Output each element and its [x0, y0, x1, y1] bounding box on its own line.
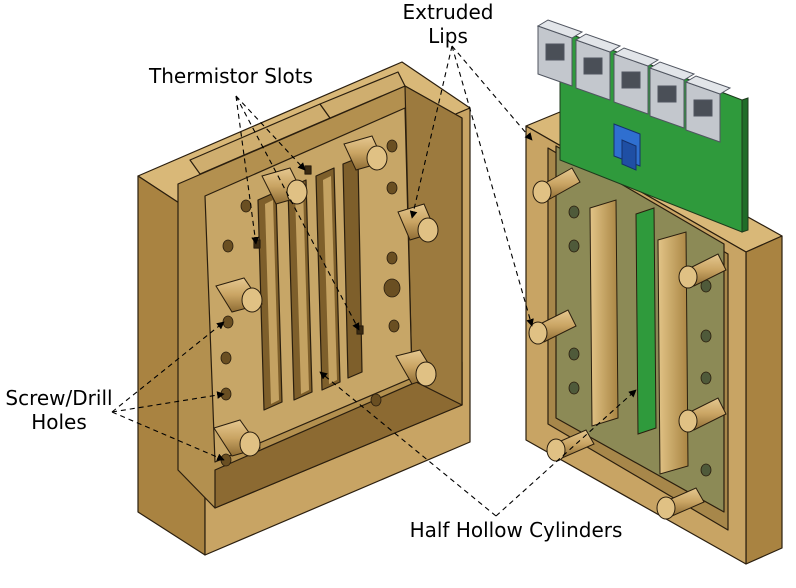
label-half-hollow-cylinders: Half Hollow Cylinders	[409, 518, 623, 542]
screw-hole-icon	[240, 199, 252, 213]
right-housing-side-face	[745, 235, 783, 565]
half-cylinder-bar-2	[635, 207, 657, 435]
label-extruded-lips: Extruded Lips	[388, 0, 508, 48]
screw-hole-icon	[568, 381, 580, 395]
pin-cylinder-icon	[678, 397, 727, 433]
jumper-block	[613, 123, 641, 171]
screw-hole-icon	[568, 347, 580, 361]
screw-hole-icon	[383, 278, 401, 298]
thermistor-slot-2	[304, 165, 312, 175]
screw-hole-icon	[568, 239, 580, 253]
rj45-connectors	[536, 19, 732, 143]
leader-screw-1	[111, 321, 225, 413]
screw-hole-icon	[568, 205, 580, 219]
right-screw-holes	[568, 205, 712, 477]
leader-screw-2	[111, 391, 225, 413]
label-screw-drill-holes-line2: Holes	[31, 410, 87, 434]
pin-cylinder-icon	[528, 309, 577, 345]
leader-half-cyl-1	[319, 371, 497, 517]
screw-hole-icon	[700, 329, 712, 343]
rj45-connector-icon	[536, 19, 584, 87]
pin-cylinder-icon	[656, 487, 705, 520]
left-top-lip-2	[319, 71, 406, 119]
leader-thermistor-2	[235, 95, 306, 171]
leader-screw-3	[111, 411, 225, 461]
screw-hole-icon	[388, 319, 400, 333]
half-cylinder-bar-1	[589, 199, 619, 427]
pin-cylinder-icon	[678, 253, 727, 289]
leader-extruded-lips-2	[451, 45, 533, 141]
leader-half-cyl-2	[495, 389, 637, 517]
leader-thermistor-3	[235, 95, 360, 331]
screw-hole-icon	[370, 393, 382, 407]
screw-hole-icon	[700, 463, 712, 477]
rj45-connector-icon	[574, 33, 622, 101]
pin-cylinder-icon	[213, 419, 261, 457]
right-pins	[528, 167, 727, 520]
right-half-cylinders	[589, 199, 689, 475]
pin-cylinder-icon	[395, 349, 437, 387]
label-screw-drill-holes-line1: Screw/Drill	[5, 386, 113, 410]
leader-extruded-lips-3	[451, 45, 534, 327]
pin-cylinder-icon	[532, 167, 581, 204]
pin-cylinder-icon	[215, 277, 263, 313]
leader-extruded-lips-1	[409, 45, 453, 219]
pin-cylinder-icon	[343, 135, 388, 171]
screw-hole-icon	[222, 239, 234, 253]
half-cylinder-bar-3	[657, 231, 689, 475]
label-thermistor-slots: Thermistor Slots	[149, 64, 313, 88]
left-pins	[213, 135, 439, 457]
thermistor-slot-1	[253, 239, 261, 249]
rj45-connector-icon	[612, 47, 660, 115]
leader-thermistor-1	[235, 95, 259, 245]
leader-lines	[111, 45, 637, 517]
label-extruded-lips-line1: Extruded	[402, 0, 494, 24]
rj45-connector-icon	[648, 61, 696, 129]
screw-hole-icon	[220, 453, 232, 467]
rj45-connector-icon	[684, 75, 732, 143]
label-extruded-lips-line2: Lips	[428, 24, 468, 48]
screw-hole-icon	[700, 371, 712, 385]
screw-hole-icon	[386, 181, 398, 195]
label-screw-drill-holes: Screw/Drill Holes	[0, 386, 118, 434]
left-housing	[137, 61, 471, 556]
screw-hole-icon	[386, 251, 398, 265]
screw-hole-icon	[386, 139, 398, 153]
screw-hole-icon	[220, 351, 232, 365]
pin-cylinder-icon	[397, 203, 439, 243]
screw-hole-icon	[222, 315, 234, 329]
